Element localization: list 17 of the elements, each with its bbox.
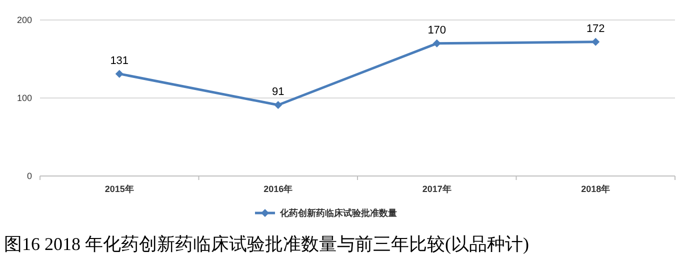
- x-tick-label: 2018年: [581, 184, 610, 194]
- data-label: 170: [428, 24, 446, 36]
- data-label: 131: [110, 54, 129, 67]
- x-tick-label: 2017年: [422, 184, 452, 194]
- point: [432, 39, 441, 48]
- x-tick-label: 2015年: [104, 184, 134, 194]
- point: [115, 70, 124, 78]
- point: [274, 101, 282, 110]
- point: [592, 38, 600, 46]
- data-label: 91: [272, 86, 284, 98]
- y-tick-label: 200: [16, 15, 32, 25]
- x-tick-label: 2016年: [264, 184, 293, 194]
- data-label: 172: [586, 22, 605, 35]
- text: 图16 2018 年化药创新药临床试验批准数量与前三年比较(以品种计): [4, 234, 529, 254]
- y-tick-label: 0: [26, 171, 32, 181]
- legend-label: 化药创新药临床试验批准数量: [279, 208, 397, 218]
- y-tick-label: 100: [16, 93, 32, 103]
